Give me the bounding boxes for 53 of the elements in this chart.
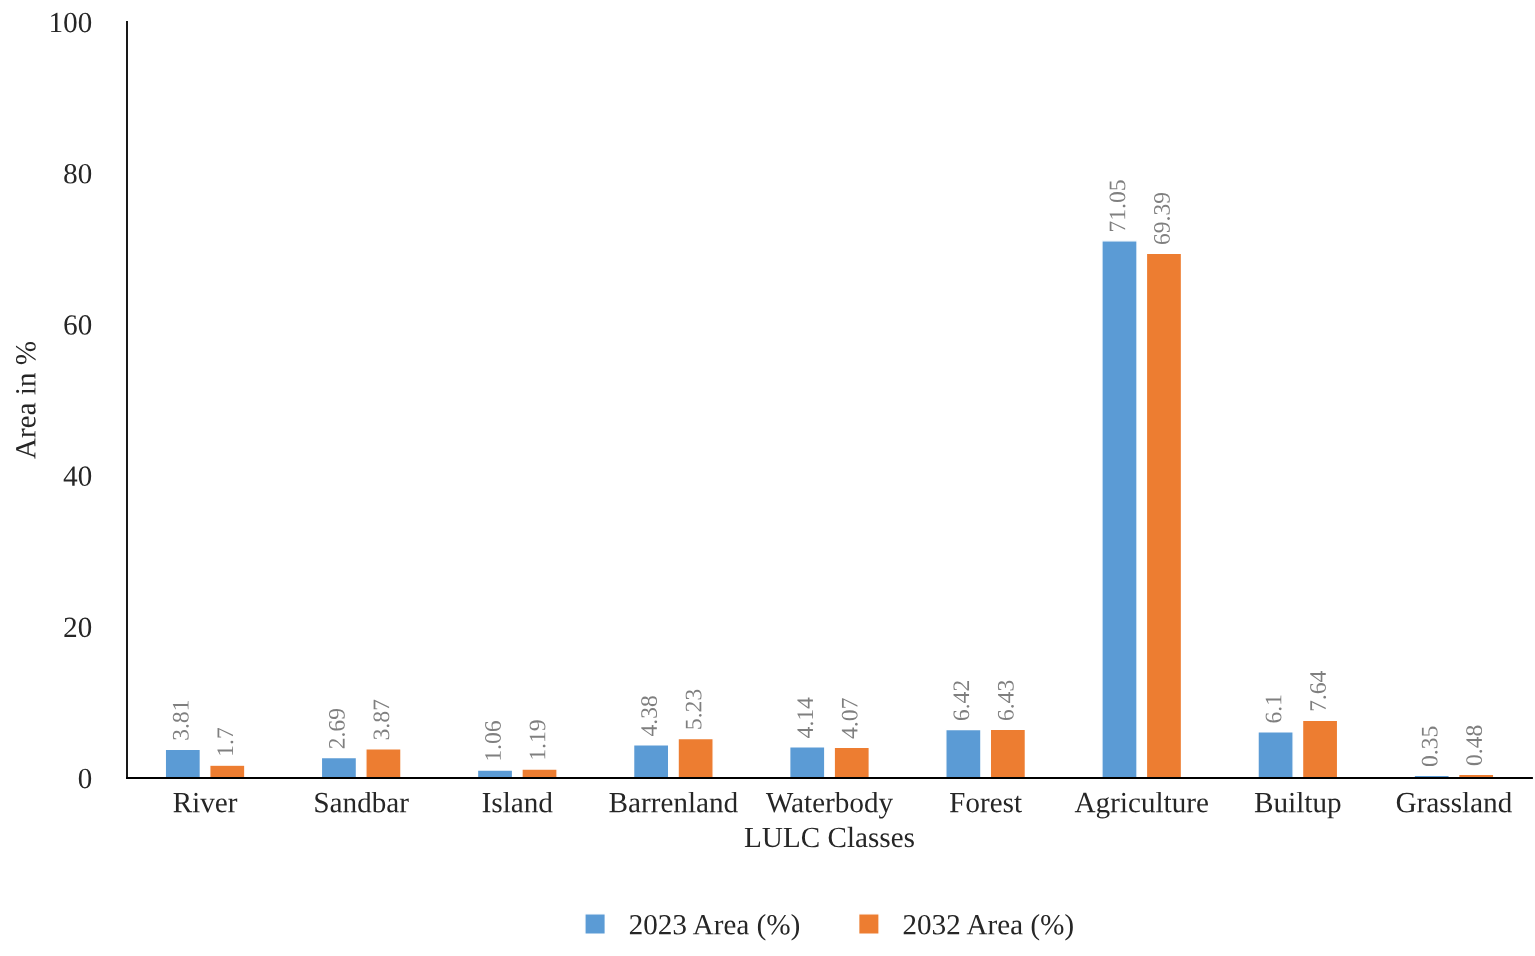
x-tick-label: Island: [482, 791, 553, 813]
bar: [320, 756, 358, 778]
data-label: 0.35: [1421, 726, 1438, 767]
data-label: 5.23: [685, 689, 702, 729]
x-tick-label: Grassland: [1396, 791, 1512, 813]
bar: [677, 737, 714, 778]
data-label: 1.19: [529, 720, 546, 759]
data-label: 6.1: [1265, 695, 1282, 723]
x-tick-label: Agriculture: [1074, 791, 1208, 819]
bar: [476, 769, 514, 778]
x-tick-label: River: [173, 792, 238, 813]
bar: [788, 746, 826, 778]
data-label: 4.38: [641, 696, 658, 737]
x-tick-label: Waterbody: [765, 791, 893, 819]
x-tick-label: Builtup: [1254, 791, 1341, 819]
data-label: 4.07: [841, 698, 858, 739]
bar: [945, 728, 982, 778]
y-axis-title: Area in %: [15, 341, 36, 459]
bar: [365, 748, 402, 778]
data-label: 69.39: [1154, 192, 1170, 245]
y-tick-label: 100: [51, 12, 92, 33]
y-tick-label: 40: [63, 466, 92, 487]
x-tick-label: Barrenland: [609, 791, 738, 813]
x-axis-title: LULC Classes: [744, 826, 914, 848]
legend-label: 2032 Area (%): [903, 914, 1073, 941]
bar: [632, 744, 670, 778]
y-tick-label: 0: [78, 768, 92, 789]
y-tick-label: 60: [64, 315, 92, 335]
data-label: 2.69: [328, 708, 345, 749]
bar: [1301, 719, 1339, 778]
bar: [1101, 240, 1138, 778]
y-tick-label: 20: [64, 617, 92, 638]
bar: [164, 748, 202, 778]
data-label: 1.06: [485, 721, 502, 760]
data-label: 0.48: [1466, 725, 1483, 766]
data-label: 6.43: [997, 680, 1014, 721]
bar: [209, 764, 246, 778]
bar: [1257, 731, 1294, 778]
data-label: 1.7: [217, 727, 234, 755]
data-label: 71.05: [1109, 180, 1126, 231]
bar: [1145, 252, 1183, 778]
x-tick-label: Sandbar: [315, 791, 409, 813]
bar: [521, 768, 558, 778]
data-label: 3.81: [172, 700, 189, 740]
data-label: 6.42: [953, 681, 970, 721]
legend-label: 2023 Area (%): [629, 914, 800, 941]
data-label: 7.64: [1310, 670, 1327, 711]
data-label: 3.87: [373, 699, 390, 740]
x-tick-label: Forest: [949, 793, 1022, 813]
data-label: 4.14: [797, 697, 814, 738]
bar: [989, 728, 1027, 778]
y-tick-label: 80: [64, 163, 92, 184]
bar: [833, 746, 871, 778]
